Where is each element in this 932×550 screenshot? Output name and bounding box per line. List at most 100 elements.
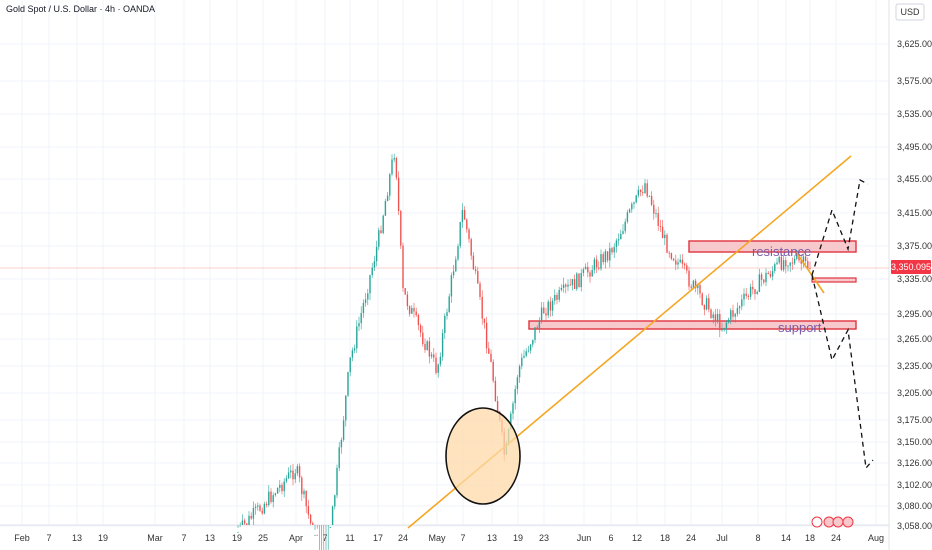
candle-body bbox=[725, 322, 728, 328]
candle-body bbox=[655, 213, 657, 214]
candle-body bbox=[767, 272, 769, 275]
candle-body bbox=[371, 267, 373, 276]
x-tick-label: 19 bbox=[513, 533, 523, 543]
candles bbox=[237, 153, 811, 550]
candle-body bbox=[622, 231, 624, 234]
x-tick-label: 11 bbox=[345, 533, 354, 543]
candle-body bbox=[688, 270, 690, 287]
candle-body bbox=[670, 253, 673, 259]
candle-body bbox=[254, 506, 257, 509]
y-tick-label: 3,575.000 bbox=[897, 76, 932, 86]
candle-body bbox=[785, 260, 787, 267]
candle-body bbox=[250, 515, 252, 519]
candle-body bbox=[386, 195, 389, 202]
x-tick-label: 13 bbox=[72, 533, 82, 543]
candle-body bbox=[606, 251, 609, 261]
candle-body bbox=[679, 259, 681, 263]
x-tick-label: 25 bbox=[258, 533, 268, 543]
y-tick-label: 3,175.000 bbox=[897, 415, 932, 425]
candle-body bbox=[470, 239, 472, 256]
candle-body bbox=[257, 505, 259, 507]
candle-body bbox=[523, 355, 525, 358]
currency-button[interactable] bbox=[895, 3, 925, 21]
currency-label: USD bbox=[900, 7, 920, 17]
candle-body bbox=[457, 246, 459, 260]
candle-body bbox=[246, 523, 248, 525]
projected-path-up[interactable] bbox=[811, 179, 869, 276]
candle-body bbox=[602, 254, 604, 263]
candle-body bbox=[241, 520, 244, 525]
candle-body bbox=[373, 261, 376, 268]
candle-body bbox=[439, 356, 442, 365]
candle-body bbox=[435, 357, 437, 373]
x-tick-label: 24 bbox=[831, 533, 841, 543]
candle-body bbox=[723, 327, 725, 330]
event-icons[interactable] bbox=[811, 516, 854, 528]
candle-body bbox=[329, 527, 332, 528]
flag-icon[interactable] bbox=[842, 516, 854, 528]
support-zone[interactable] bbox=[528, 320, 857, 330]
candle-body bbox=[549, 301, 552, 311]
flag-icon[interactable] bbox=[832, 516, 844, 528]
candle-body bbox=[496, 400, 499, 412]
candle-body bbox=[798, 255, 800, 261]
candle-body bbox=[778, 256, 780, 263]
candle-body bbox=[276, 487, 279, 494]
current-price-value: 3,350.095 bbox=[891, 262, 931, 272]
y-axis-labels: 3,625.000 3,575.000 3,535.000 3,495.000 3,45… bbox=[897, 39, 932, 531]
resistance-zone[interactable] bbox=[688, 240, 857, 253]
projected-path-down[interactable] bbox=[811, 274, 874, 470]
candle-body bbox=[540, 307, 543, 321]
candle-body bbox=[380, 230, 382, 233]
candle-body bbox=[356, 326, 358, 349]
highlight-circle[interactable] bbox=[445, 407, 521, 505]
candle-body bbox=[752, 286, 754, 290]
candle-body bbox=[384, 201, 387, 216]
x-tick-label: 7 bbox=[460, 533, 465, 543]
candle-body bbox=[796, 255, 798, 259]
candle-body bbox=[681, 259, 684, 264]
candle-body bbox=[301, 477, 303, 495]
candle-body bbox=[804, 256, 807, 262]
candle-body bbox=[483, 318, 486, 323]
candle-body bbox=[793, 258, 796, 264]
candle-body bbox=[360, 312, 362, 324]
candle-body bbox=[787, 265, 789, 267]
candle-body bbox=[705, 298, 708, 310]
candle-body bbox=[584, 266, 587, 270]
candle-body bbox=[609, 248, 611, 261]
candle-body bbox=[433, 354, 435, 358]
candle-body bbox=[274, 493, 277, 496]
candle-body bbox=[635, 195, 637, 203]
x-tick-label: 18 bbox=[805, 533, 815, 543]
candle-body bbox=[287, 472, 290, 479]
candle-body bbox=[624, 221, 626, 232]
candle-body bbox=[461, 210, 464, 223]
price-axis[interactable] bbox=[889, 0, 932, 550]
candle-body bbox=[628, 209, 631, 213]
candle-body bbox=[485, 322, 488, 349]
x-tick-label: 18 bbox=[660, 533, 670, 543]
x-tick-label: 24 bbox=[398, 533, 408, 543]
candle-body bbox=[459, 222, 461, 247]
candle-body bbox=[760, 274, 763, 280]
y-tick-label: 3,080.000 bbox=[897, 501, 932, 511]
x-tick-label: 23 bbox=[539, 533, 549, 543]
candle-body bbox=[591, 270, 593, 277]
candle-body bbox=[545, 313, 547, 316]
x-tick-label: 19 bbox=[232, 533, 242, 543]
candle-body bbox=[637, 189, 640, 196]
minor-resistance-zone[interactable] bbox=[811, 277, 857, 283]
candle-body bbox=[367, 293, 369, 300]
candle-body bbox=[243, 520, 246, 524]
x-tick-label: 6 bbox=[608, 533, 613, 543]
candle-body bbox=[285, 478, 288, 482]
y-tick-label: 3,150.000 bbox=[897, 437, 932, 447]
candle-body bbox=[437, 364, 439, 373]
lightning-icon[interactable] bbox=[811, 516, 823, 528]
short-trendline[interactable] bbox=[795, 251, 825, 294]
candle-body bbox=[389, 174, 391, 196]
candle-body bbox=[391, 159, 393, 175]
candle-body bbox=[512, 403, 514, 414]
